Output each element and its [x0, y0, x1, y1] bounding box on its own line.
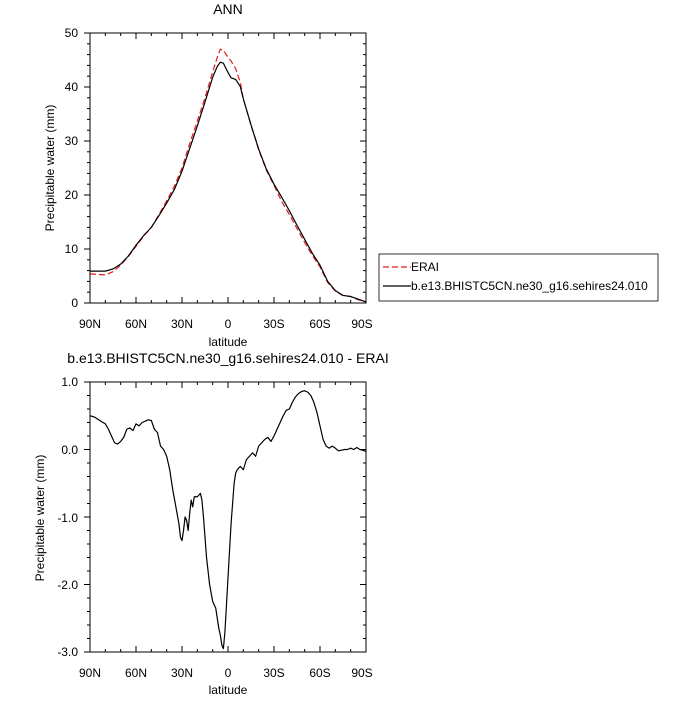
top-x-axis-label: latitude — [209, 335, 248, 349]
bottom-ytick-label-neg2: -2.0 — [57, 578, 78, 592]
bottom-ytick-label-1: 1.0 — [61, 375, 78, 389]
top-tick-labels: 90N 60N 30N 0 30S 60S 90S 0 10 20 30 40 … — [65, 26, 373, 331]
bottom-xtick-label-30n: 30N — [171, 666, 193, 680]
top-xtick-label-30n: 30N — [171, 317, 193, 331]
top-legend: ERAI b.e13.BHISTC5CN.ne30_g16.sehires24.… — [378, 253, 659, 302]
top-xtick-label-0: 0 — [225, 317, 232, 331]
bottom-xtick-label-60n: 60N — [125, 666, 147, 680]
top-ticks — [84, 32, 367, 304]
top-series-line-1 — [89, 48, 367, 303]
panel-top: ANN Precipitable water (mm) latitude 90N… — [43, 1, 659, 349]
bottom-xtick-label-90n: 90N — [79, 666, 101, 680]
bottom-ytick-label-neg3: -3.0 — [57, 645, 78, 659]
top-ytick-label-20: 20 — [65, 188, 79, 202]
top-ytick-label-0: 0 — [71, 296, 78, 310]
top-ytick-label-40: 40 — [65, 80, 79, 94]
top-xtick-label-30s: 30S — [263, 317, 284, 331]
top-ytick-label-30: 30 — [65, 134, 79, 148]
bottom-tick-labels: 90N 60N 30N 0 30S 60S 90S 1.0 0.0 -1.0 -… — [57, 375, 372, 680]
bottom-xtick-label-90s: 90S — [351, 666, 372, 680]
bottom-xtick-label-60s: 60S — [309, 666, 330, 680]
top-xtick-label-60n: 60N — [125, 317, 147, 331]
bottom-plot-frame — [89, 381, 367, 653]
bottom-y-axis-label: Precipitable water (mm) — [33, 455, 47, 582]
bottom-ticks — [84, 381, 367, 653]
top-ytick-label-10: 10 — [65, 242, 79, 256]
bottom-ytick-label-0: 0.0 — [61, 443, 78, 457]
top-xtick-label-60s: 60S — [309, 317, 330, 331]
top-title: ANN — [213, 1, 243, 17]
bottom-series-lines — [89, 390, 367, 650]
top-xtick-label-90n: 90N — [79, 317, 101, 331]
legend-label-model: b.e13.BHISTC5CN.ne30_g16.sehires24.010 — [411, 279, 648, 293]
legend-label-erai: ERAI — [411, 260, 439, 274]
legend-box — [378, 253, 659, 302]
bottom-title: b.e13.BHISTC5CN.ne30_g16.sehires24.010 -… — [67, 350, 388, 366]
bottom-xtick-label-30s: 30S — [263, 666, 284, 680]
top-ytick-label-50: 50 — [65, 26, 79, 40]
top-series-line-2 — [90, 61, 367, 303]
bottom-ytick-label-neg1: -1.0 — [57, 511, 78, 525]
top-series-lines — [89, 48, 367, 303]
bottom-xtick-label-0: 0 — [225, 666, 232, 680]
bottom-series-line-1 — [89, 390, 367, 650]
bottom-x-axis-label: latitude — [209, 683, 248, 697]
top-plot-frame — [89, 32, 367, 304]
top-xtick-label-90s: 90S — [351, 317, 372, 331]
panel-bottom: b.e13.BHISTC5CN.ne30_g16.sehires24.010 -… — [33, 350, 389, 697]
top-y-axis-label: Precipitable water (mm) — [43, 105, 57, 232]
